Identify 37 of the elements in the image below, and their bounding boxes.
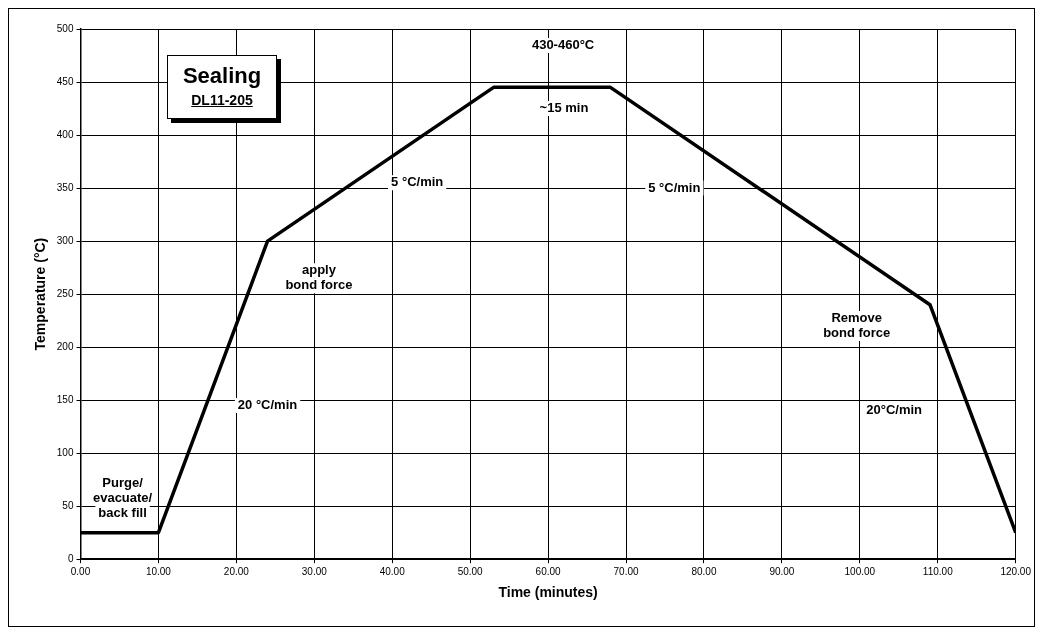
y-tick-label: 400 — [56, 128, 74, 140]
x-tick-label: 90.00 — [769, 565, 795, 577]
y-tick-label: 250 — [56, 287, 74, 299]
annotation: 430-460°C — [531, 37, 595, 53]
annotation: 20°C/min — [866, 402, 923, 418]
x-tick-label: 40.00 — [379, 565, 406, 577]
x-tick-label: 110.00 — [922, 565, 954, 577]
x-tick-label: 30.00 — [301, 565, 328, 577]
x-tick-label: 0.00 — [70, 565, 91, 577]
x-axis-title: Time (minutes) — [498, 584, 598, 601]
y-tick-label: 150 — [56, 393, 74, 405]
annotation: ~15 min — [539, 100, 589, 116]
x-tick-label: 10.00 — [145, 565, 172, 577]
annotation: apply bond force — [285, 262, 353, 293]
y-tick-label: 0 — [67, 552, 74, 564]
x-tick-label: 70.00 — [613, 565, 639, 577]
annotation: 5 °C/min — [391, 174, 444, 190]
x-tick-label: 80.00 — [691, 565, 717, 577]
y-tick-label: 50 — [62, 499, 74, 511]
x-tick-label: 60.00 — [535, 565, 562, 577]
x-tick-label: 50.00 — [457, 565, 484, 577]
annotation: 5 °C/min — [648, 179, 701, 195]
y-tick-label: 200 — [56, 340, 74, 352]
x-tick-label: 20.00 — [223, 565, 250, 577]
y-axis-title: Temperature (°C) — [32, 237, 49, 351]
annotation: 20 °C/min — [237, 397, 298, 413]
y-tick-label: 100 — [56, 446, 74, 458]
y-tick-label: 350 — [56, 181, 74, 193]
y-tick-label: 500 — [56, 22, 74, 34]
x-tick-label: 100.00 — [844, 565, 876, 577]
text: DL11-205 — [190, 91, 254, 110]
x-tick-label: 120.00 — [1000, 565, 1032, 577]
annotation: Remove bond force — [823, 309, 891, 340]
y-tick-label: 450 — [56, 75, 74, 87]
annotation: Purge/ evacuate/ back fill — [92, 474, 153, 520]
y-tick-label: 300 — [56, 234, 74, 246]
text: Sealing — [181, 62, 263, 90]
